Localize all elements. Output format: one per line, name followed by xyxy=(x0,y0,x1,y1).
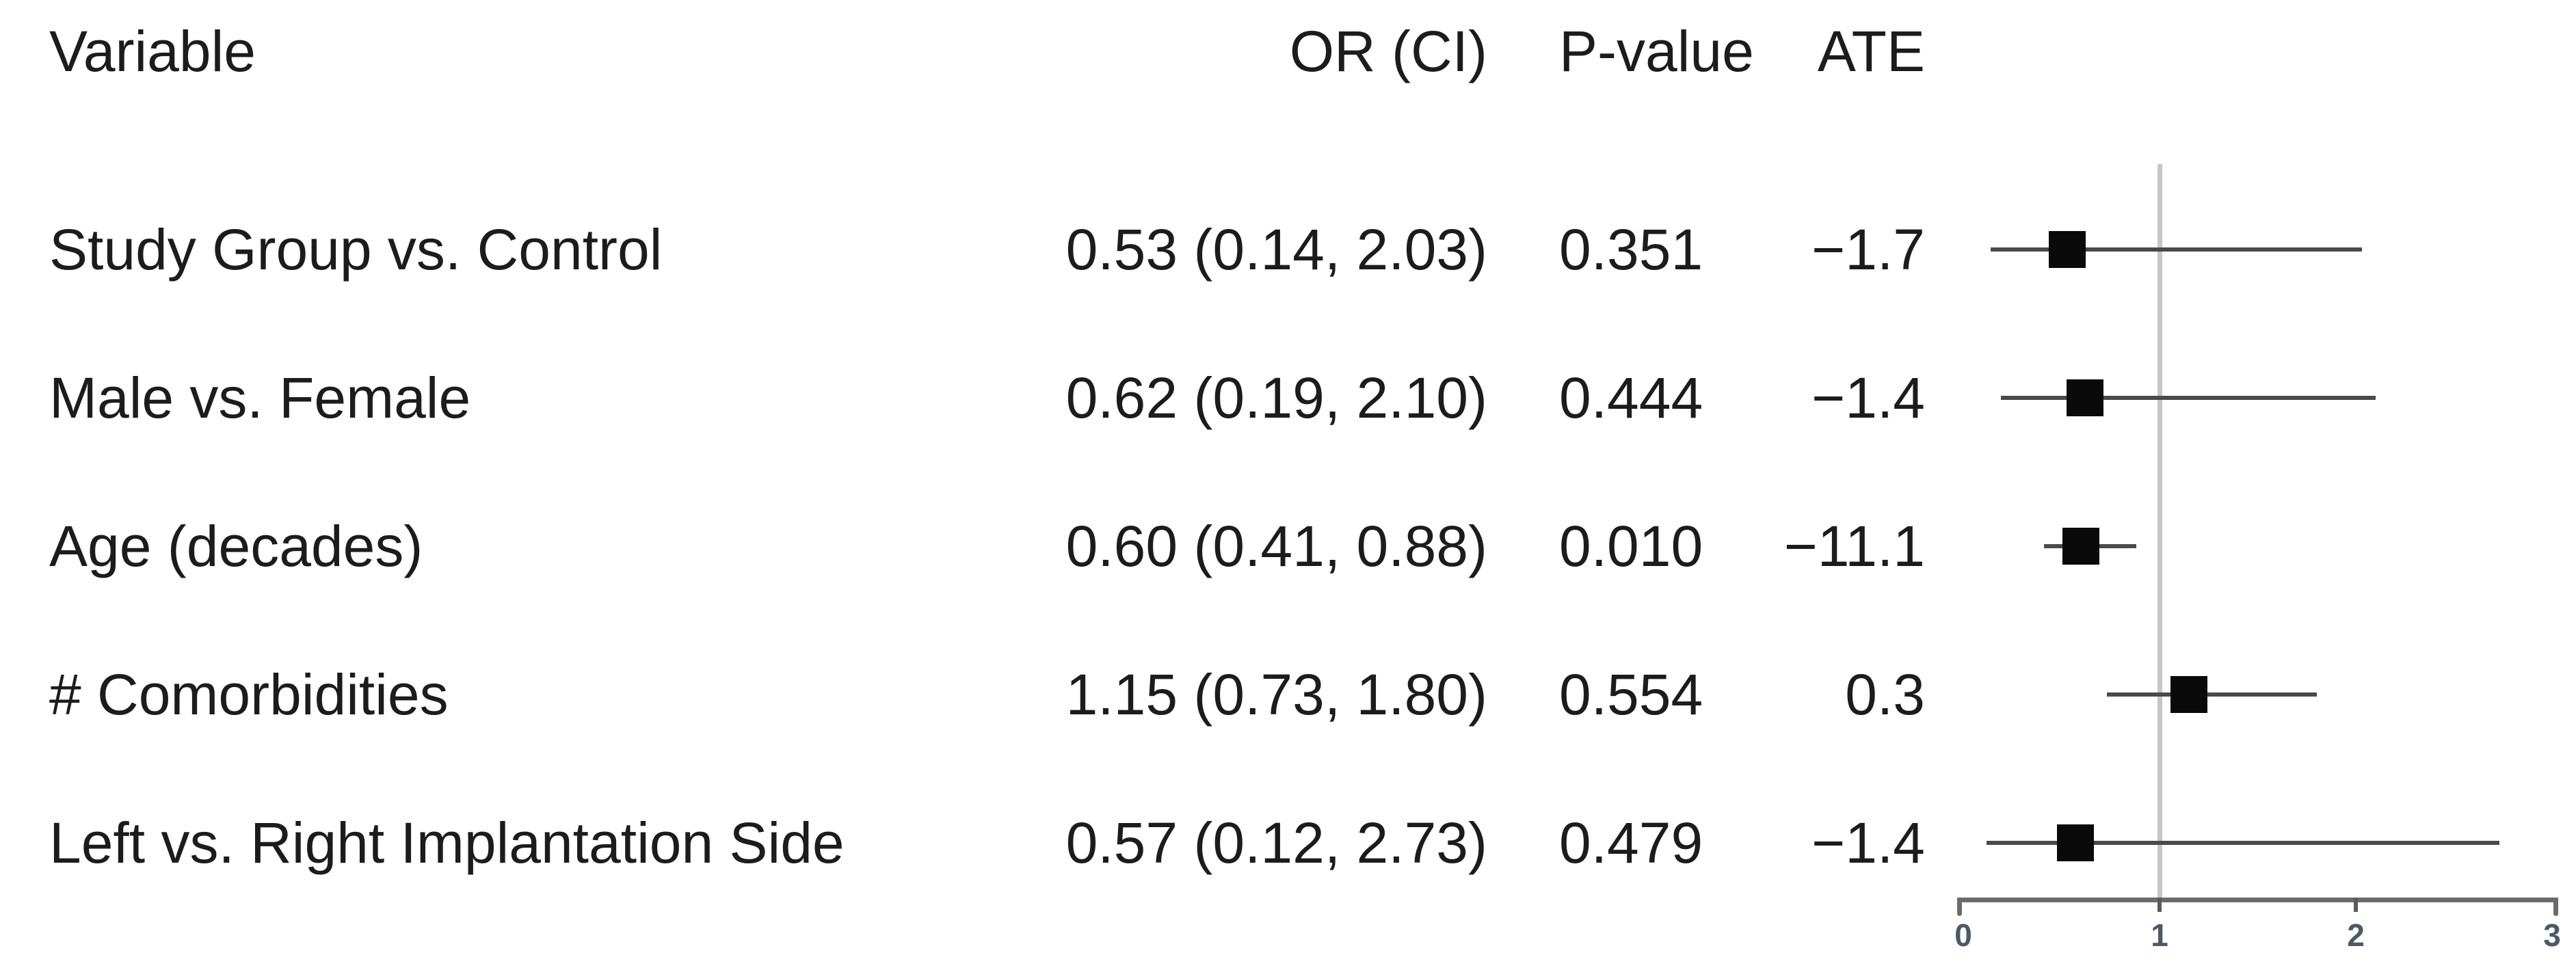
row-p-value: 0.010 xyxy=(1559,514,1703,578)
x-axis-right-cap xyxy=(2553,898,2558,916)
or-marker-row-2 xyxy=(2062,528,2100,565)
row-or-ci-value: 0.53 (0.14, 2.03) xyxy=(1065,217,1487,282)
table-row: Study Group vs. Control 0.53 (0.14, 2.03… xyxy=(0,207,2576,292)
row-variable-label: Left vs. Right Implantation Side xyxy=(49,811,845,875)
row-p-value: 0.554 xyxy=(1559,662,1703,727)
row-ate-value: 0.3 xyxy=(1845,662,1925,727)
x-axis-tick-label-1: 1 xyxy=(2151,917,2168,953)
row-or-ci-value: 0.62 (0.19, 2.10) xyxy=(1065,366,1487,430)
row-ate-value: −1.4 xyxy=(1811,366,1925,430)
col-header-variable: Variable xyxy=(49,19,256,83)
table-row: # Comorbidities 1.15 (0.73, 1.80) 0.554 … xyxy=(0,652,2576,737)
or-marker-row-4 xyxy=(2056,824,2094,861)
row-p-value: 0.351 xyxy=(1559,217,1703,282)
x-axis-tick-label-0: 0 xyxy=(1954,917,1972,953)
row-variable-label: Study Group vs. Control xyxy=(49,217,663,282)
row-p-value: 0.444 xyxy=(1559,366,1703,430)
row-variable-label: # Comorbidities xyxy=(49,662,449,727)
row-or-ci-value: 0.57 (0.12, 2.73) xyxy=(1065,811,1487,875)
x-axis-tick-label-2: 2 xyxy=(2347,917,2365,953)
x-axis-tick-label-3: 3 xyxy=(2543,917,2561,953)
x-axis-tick-1 xyxy=(2157,898,2162,912)
row-ate-value: −1.7 xyxy=(1811,217,1925,282)
x-axis-tick-2 xyxy=(2354,898,2358,912)
row-ate-value: −1.4 xyxy=(1811,811,1925,875)
reference-line-or-1 xyxy=(2157,164,2162,898)
or-marker-row-0 xyxy=(2049,231,2086,268)
row-variable-label: Male vs. Female xyxy=(49,366,471,430)
row-or-ci-value: 0.60 (0.41, 0.88) xyxy=(1065,514,1487,578)
ci-line-row-0 xyxy=(1991,247,2362,252)
table-header: Variable OR (CI) P-value ATE xyxy=(0,9,2576,94)
ci-line-row-4 xyxy=(1987,841,2499,845)
table-row: Age (decades) 0.60 (0.41, 0.88) 0.010 −1… xyxy=(0,504,2576,589)
or-marker-row-3 xyxy=(2170,676,2208,713)
table-row: Left vs. Right Implantation Side 0.57 (0… xyxy=(0,800,2576,885)
col-header-ate: ATE xyxy=(1817,19,1925,83)
ci-line-row-1 xyxy=(2000,396,2376,400)
or-marker-row-1 xyxy=(2066,379,2103,416)
x-axis-line xyxy=(1957,898,2558,902)
row-p-value: 0.479 xyxy=(1559,811,1703,875)
x-axis-left-cap xyxy=(1957,898,1962,916)
col-header-or-ci: OR (CI) xyxy=(1289,19,1487,83)
row-ate-value: −11.1 xyxy=(1783,514,1925,578)
col-header-p-value: P-value xyxy=(1559,19,1754,83)
row-or-ci-value: 1.15 (0.73, 1.80) xyxy=(1065,662,1487,727)
row-variable-label: Age (decades) xyxy=(49,514,423,578)
table-row: Male vs. Female 0.62 (0.19, 2.10) 0.444 … xyxy=(0,355,2576,440)
ci-line-row-3 xyxy=(2106,692,2317,697)
